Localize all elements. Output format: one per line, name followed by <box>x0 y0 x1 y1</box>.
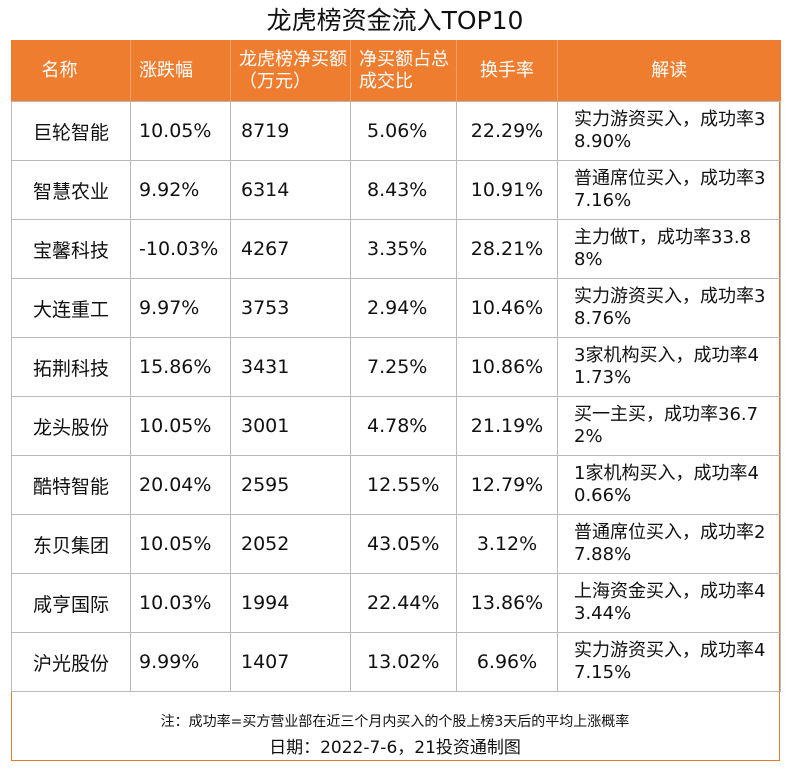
net-buy-cell: 2052 <box>230 514 351 574</box>
change-cell: 10.05% <box>130 101 231 161</box>
comment-cell: 普通席位买入，成功率37.16% <box>557 160 781 220</box>
ratio-cell: 22.44% <box>350 573 457 633</box>
change-cell: 10.05% <box>130 396 231 456</box>
stock-name: 龙头股份 <box>11 396 131 456</box>
stock-name: 沪光股份 <box>11 632 131 692</box>
net-buy-cell: 3753 <box>230 278 351 338</box>
table-row: 咸亨国际 10.03% 1994 22.44% 13.86% 上海资金买入，成功… <box>11 573 781 633</box>
table-row: 沪光股份 9.99% 1407 13.02% 6.96% 实力游资买入，成功率4… <box>11 632 781 692</box>
ratio-cell: 5.06% <box>350 101 457 161</box>
comment-cell: 实力游资买入，成功率38.76% <box>557 278 781 338</box>
header-turnover: 换手率 <box>456 40 558 102</box>
change-cell: 20.04% <box>130 455 231 515</box>
table-row: 宝馨科技 -10.03% 4267 3.35% 28.21% 主力做T，成功率3… <box>11 219 781 279</box>
turnover-cell: 10.86% <box>456 337 558 397</box>
ratio-cell: 12.55% <box>350 455 457 515</box>
comment-cell: 普通席位买入，成功率27.88% <box>557 514 781 574</box>
ratio-cell: 43.05% <box>350 514 457 574</box>
change-cell: 9.92% <box>130 160 231 220</box>
comment-cell: 3家机构买入，成功率41.73% <box>557 337 781 397</box>
net-buy-cell: 3431 <box>230 337 351 397</box>
comment-cell: 实力游资买入，成功率38.90% <box>557 101 781 161</box>
fund-inflow-table: 名称 涨跌幅 龙虎榜净买额（万元） 净买额占总成交比 换手率 解读 巨轮智能 1… <box>11 40 781 692</box>
turnover-cell: 10.46% <box>456 278 558 338</box>
table-header-row: 名称 涨跌幅 龙虎榜净买额（万元） 净买额占总成交比 换手率 解读 <box>11 40 781 102</box>
change-cell: 9.97% <box>130 278 231 338</box>
ratio-cell: 4.78% <box>350 396 457 456</box>
table-row: 大连重工 9.97% 3753 2.94% 10.46% 实力游资买入，成功率3… <box>11 278 781 338</box>
comment-cell: 买一主买，成功率36.72% <box>557 396 781 456</box>
change-cell: 10.03% <box>130 573 231 633</box>
turnover-cell: 10.91% <box>456 160 558 220</box>
table-row: 东贝集团 10.05% 2052 43.05% 3.12% 普通席位买入，成功率… <box>11 514 781 574</box>
turnover-cell: 6.96% <box>456 632 558 692</box>
net-buy-cell: 3001 <box>230 396 351 456</box>
turnover-cell: 3.12% <box>456 514 558 574</box>
table-row: 酷特智能 20.04% 2595 12.55% 12.79% 1家机构买入，成功… <box>11 455 781 515</box>
turnover-cell: 13.86% <box>456 573 558 633</box>
footer-date: 日期：2022-7-6，21投资通制图 <box>269 738 521 758</box>
net-buy-cell: 1407 <box>230 632 351 692</box>
table-row: 巨轮智能 10.05% 8719 5.06% 22.29% 实力游资买入，成功率… <box>11 101 781 161</box>
stock-name: 宝馨科技 <box>11 219 131 279</box>
header-net-buy: 龙虎榜净买额（万元） <box>230 40 351 102</box>
header-comment: 解读 <box>557 40 781 102</box>
header-ratio: 净买额占总成交比 <box>350 40 457 102</box>
page-title: 龙虎榜资金流入TOP10 <box>266 6 524 35</box>
stock-name: 巨轮智能 <box>11 101 131 161</box>
table-row: 智慧农业 9.92% 6314 8.43% 10.91% 普通席位买入，成功率3… <box>11 160 781 220</box>
ratio-cell: 13.02% <box>350 632 457 692</box>
net-buy-cell: 1994 <box>230 573 351 633</box>
stock-name: 智慧农业 <box>11 160 131 220</box>
change-cell: 9.99% <box>130 632 231 692</box>
stock-name: 拓荆科技 <box>11 337 131 397</box>
ratio-cell: 8.43% <box>350 160 457 220</box>
stock-name: 大连重工 <box>11 278 131 338</box>
change-cell: -10.03% <box>130 219 231 279</box>
turnover-cell: 22.29% <box>456 101 558 161</box>
change-cell: 15.86% <box>130 337 231 397</box>
stock-name: 东贝集团 <box>11 514 131 574</box>
net-buy-cell: 4267 <box>230 219 351 279</box>
turnover-cell: 12.79% <box>456 455 558 515</box>
footnote: 注：成功率=买方营业部在近三个月内买入的个股上榜3天后的平均上涨概率 <box>160 714 630 730</box>
net-buy-cell: 8719 <box>230 101 351 161</box>
change-cell: 10.05% <box>130 514 231 574</box>
comment-cell: 实力游资买入，成功率47.15% <box>557 632 781 692</box>
stock-name: 酷特智能 <box>11 455 131 515</box>
stock-name: 咸亨国际 <box>11 573 131 633</box>
comment-cell: 主力做T，成功率33.88% <box>557 219 781 279</box>
ratio-cell: 2.94% <box>350 278 457 338</box>
net-buy-cell: 2595 <box>230 455 351 515</box>
ratio-cell: 3.35% <box>350 219 457 279</box>
header-name: 名称 <box>11 40 131 102</box>
turnover-cell: 28.21% <box>456 219 558 279</box>
table-row: 拓荆科技 15.86% 3431 7.25% 10.86% 3家机构买入，成功率… <box>11 337 781 397</box>
comment-cell: 1家机构买入，成功率40.66% <box>557 455 781 515</box>
ratio-cell: 7.25% <box>350 337 457 397</box>
turnover-cell: 21.19% <box>456 396 558 456</box>
net-buy-cell: 6314 <box>230 160 351 220</box>
comment-cell: 上海资金买入，成功率43.44% <box>557 573 781 633</box>
header-change: 涨跌幅 <box>130 40 231 102</box>
table-row: 龙头股份 10.05% 3001 4.78% 21.19% 买一主买，成功率36… <box>11 396 781 456</box>
